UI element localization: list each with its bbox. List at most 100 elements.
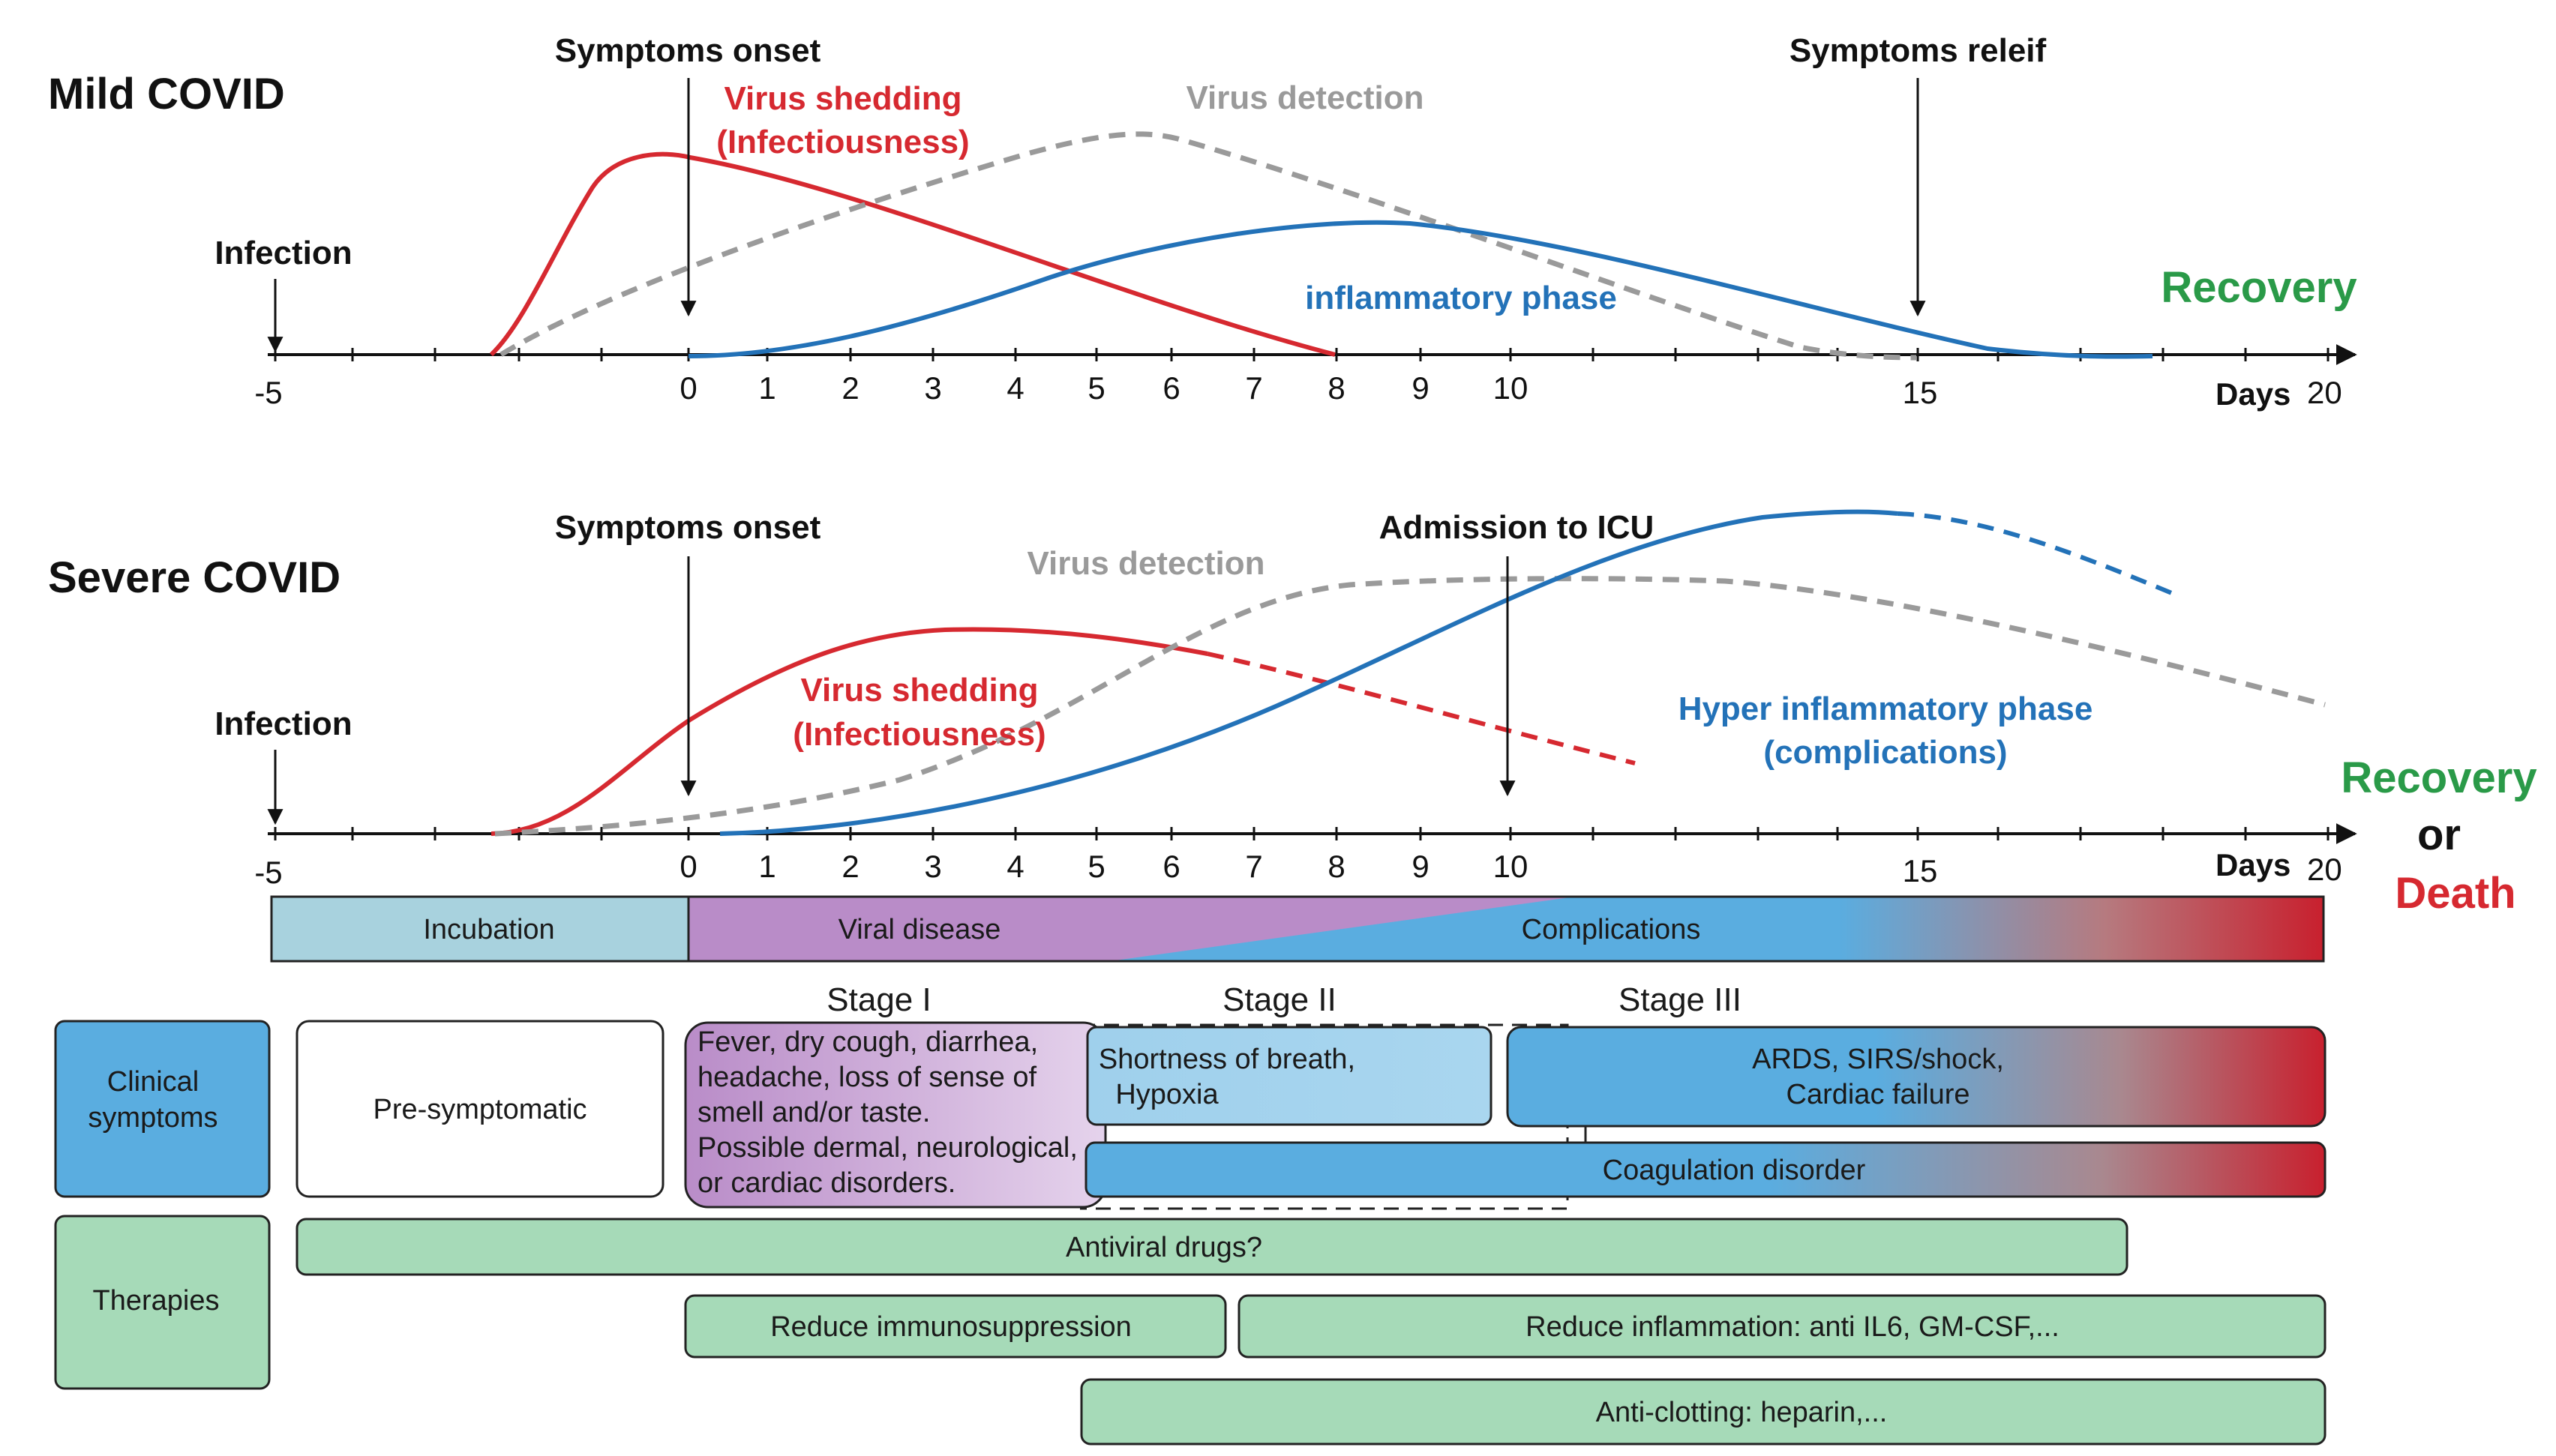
severe-infectiousness-label: (Infectiousness) [793, 716, 1046, 753]
mild-covid-panel: Mild COVID -5 0 1 2 3 4 5 6 7 8 9 10 15 … [48, 32, 2357, 412]
severe-admission-icu-label: Admission to ICU [1379, 509, 1654, 546]
mild-virus-shedding-label: Virus shedding [724, 80, 962, 117]
clinical-label-line2: symptoms [88, 1102, 218, 1134]
coagulation-disorder-box [1084, 1141, 2326, 1198]
therapies-box [54, 1215, 271, 1390]
stage-1-line-1: Fever, dry cough, diarrhea, [698, 1026, 1038, 1058]
severe-recovery-label: Recovery [2341, 753, 2536, 802]
severe-tick-20: 20 [2307, 852, 2342, 887]
clinical-symptoms-section: Clinical symptoms Pre-symptomatic Fever,… [54, 1020, 2326, 1210]
severe-tick-1: 1 [758, 849, 776, 884]
severe-infection-label: Infection [214, 706, 352, 742]
mild-tick-3: 3 [924, 370, 941, 406]
mild-tick-9: 9 [1412, 370, 1429, 406]
stage-1-line-2: headache, loss of sense of [698, 1062, 1037, 1093]
mild-minor-ticks [274, 348, 2330, 361]
stage-3-symptoms-box [1506, 1026, 2326, 1128]
severe-complications-label: (complications) [1763, 734, 2007, 771]
stage-1-line-4: Possible dermal, neurological, [698, 1132, 1078, 1164]
reduce-immunosuppression-bar [684, 1294, 1227, 1359]
clinical-label-line1: Clinical [107, 1066, 199, 1098]
mild-tick-8: 8 [1328, 370, 1345, 406]
severe-hyper-inflammatory-curve [719, 509, 1898, 836]
presymptomatic-label: Pre-symptomatic [373, 1094, 586, 1125]
therapies-label: Therapies [93, 1285, 220, 1317]
severe-virus-shedding-dashed [1207, 652, 1636, 765]
severe-or-label: or [2417, 810, 2461, 859]
severe-tick-5: 5 [1088, 849, 1105, 884]
severe-tick-10: 10 [1493, 849, 1528, 884]
mild-tick-15: 15 [1903, 375, 1938, 410]
severe-minor-ticks [274, 827, 2330, 840]
mild-infectiousness-label: (Infectiousness) [716, 124, 969, 160]
mild-tick-labels: -5 0 1 2 3 4 5 6 7 8 9 10 15 Days 20 [254, 370, 2342, 412]
severe-virus-detection-curve [494, 576, 2326, 837]
mild-days-label: Days [2216, 376, 2290, 412]
severe-virus-detection-label: Virus detection [1027, 545, 1264, 582]
mild-tick-10: 10 [1493, 370, 1528, 406]
stage-2-label: Stage II [1222, 981, 1336, 1018]
mild-inflammatory-curve [688, 220, 2153, 359]
reduce-immunosuppression-label: Reduce immunosuppression [770, 1311, 1132, 1343]
mild-tick-5: 5 [1088, 370, 1105, 406]
severe-virus-shedding-label: Virus shedding [800, 672, 1038, 709]
severe-tick-4: 4 [1006, 849, 1024, 884]
mild-recovery-label: Recovery [2161, 263, 2356, 312]
severe-tick-2: 2 [842, 849, 859, 884]
mild-tick-1: 1 [758, 370, 776, 406]
stage-labels: Stage I Stage II Stage III [826, 981, 1742, 1018]
phase-bar-outline [687, 895, 2325, 963]
mild-virus-shedding-curve [489, 151, 1336, 357]
severe-tick-15: 15 [1903, 853, 1938, 888]
phase-viral-disease-label: Viral disease [838, 914, 1001, 945]
severe-symptoms-onset-label: Symptoms onset [555, 509, 821, 546]
reduce-inflammation-bar [1238, 1294, 2326, 1359]
stage-1-line-3: smell and/or taste. [698, 1097, 930, 1128]
stage-2-line-1: Shortness of breath, [1099, 1044, 1355, 1075]
stage-1-line-5: or cardiac disorders. [698, 1167, 956, 1199]
severe-tick-8: 8 [1328, 849, 1345, 884]
mild-inflammatory-label: inflammatory phase [1305, 280, 1617, 316]
severe-tick--5: -5 [254, 855, 282, 890]
mild-infection-label: Infection [214, 235, 352, 271]
severe-hyper-phase-label: Hyper inflammatory phase [1678, 691, 2093, 727]
therapies-section: Therapies Antiviral drugs? Reduce immuno… [54, 1215, 2326, 1446]
antiviral-drugs-label: Antiviral drugs? [1066, 1232, 1262, 1263]
severe-days-label: Days [2216, 847, 2290, 882]
anti-clotting-label: Anti-clotting: heparin,... [1596, 1397, 1888, 1428]
phase-complications-label: Complications [1522, 914, 1701, 945]
phase-bar: Incubation Viral disease Complications [270, 895, 2325, 963]
severe-tick-0: 0 [680, 849, 697, 884]
severe-tick-3: 3 [924, 849, 941, 884]
severe-tick-9: 9 [1412, 849, 1429, 884]
mild-tick-4: 4 [1006, 370, 1024, 406]
stage-1-label: Stage I [826, 981, 931, 1018]
mild-virus-detection-label: Virus detection [1186, 79, 1424, 116]
severe-covid-panel: Severe COVID -5 0 1 2 3 4 5 6 7 8 9 10 1… [48, 509, 2537, 918]
severe-virus-shedding-curve [490, 627, 1208, 836]
anti-clotting-bar [1080, 1378, 2326, 1446]
mild-title: Mild COVID [48, 70, 285, 118]
presymptomatic-box [296, 1020, 664, 1198]
mild-tick-2: 2 [842, 370, 859, 406]
mild-tick-6: 6 [1162, 370, 1180, 406]
phase-complications [1110, 897, 2324, 961]
reduce-inflammation-label: Reduce inflammation: anti IL6, GM-CSF,..… [1526, 1311, 2060, 1343]
stage-3-line-2: Cardiac failure [1786, 1079, 1970, 1110]
severe-tick-labels: -5 0 1 2 3 4 5 6 7 8 9 10 15 Days 20 [254, 847, 2342, 890]
mild-tick-0: 0 [680, 370, 697, 406]
mild-symptoms-onset-label: Symptoms onset [555, 32, 821, 69]
severe-death-label: Death [2395, 869, 2516, 918]
clinical-symptoms-box [54, 1020, 271, 1198]
mild-tick-20: 20 [2307, 375, 2342, 410]
mild-tick-7: 7 [1245, 370, 1262, 406]
mild-virus-detection-curve [500, 131, 1917, 361]
stage-3-line-1: ARDS, SIRS/shock, [1752, 1044, 2004, 1075]
phase-incubation-label: Incubation [423, 914, 554, 945]
severe-tick-6: 6 [1162, 849, 1180, 884]
stage-2-symptoms-box [1086, 1026, 1492, 1126]
mild-tick--5: -5 [254, 375, 282, 410]
antiviral-drugs-bar [296, 1218, 2128, 1276]
severe-title: Severe COVID [48, 553, 340, 602]
